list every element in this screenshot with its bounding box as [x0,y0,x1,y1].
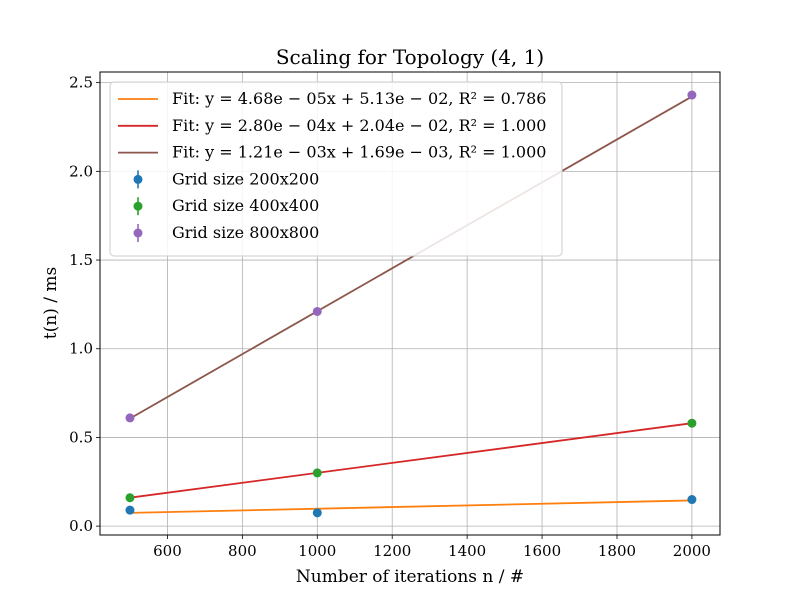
y-tick-label: 0.0 [69,517,93,535]
y-axis-label: t(n) / ms [41,267,61,339]
x-tick-label: 1600 [523,542,561,560]
x-tick-label: 1200 [373,542,411,560]
legend-box [109,81,563,257]
x-axis-ticks: 600 800 1000 1200 1400 1600 1800 2000 [153,535,711,560]
data-point [125,493,135,503]
fit-line [129,95,693,420]
legend-label: Grid size 800x800 [172,223,319,242]
x-axis-label: Number of iterations n / # [296,567,524,587]
plot-frame [99,71,721,536]
data-points [125,90,697,518]
legend-point-marker [133,174,143,184]
legend: Fit: y = 4.68e − 05x + 5.13e − 02, R² = … [109,81,563,257]
x-tick-label: 2000 [673,542,711,560]
y-tick-label: 2.5 [69,74,93,92]
x-tick-label: 1400 [448,542,486,560]
legend-items: Fit: y = 4.68e − 05x + 5.13e − 02, R² = … [118,89,546,242]
data-point [312,468,322,478]
y-tick-label: 1.5 [69,251,93,269]
legend-label: Grid size 400x400 [172,196,319,215]
y-axis-ticks: 0.0 0.5 1.0 1.5 2.0 2.5 [69,74,100,535]
data-point [312,508,322,518]
data-point [687,90,697,100]
x-tick-label: 600 [153,542,182,560]
data-point [312,306,322,316]
x-tick-label: 800 [228,542,257,560]
data-point [125,505,135,515]
x-tick-label: 1800 [598,542,636,560]
legend-label: Fit: y = 2.80e − 04x + 2.04e − 02, R² = … [172,116,546,135]
data-point [687,495,697,505]
data-point [687,418,697,428]
y-tick-label: 2.0 [69,162,93,180]
data-point [125,413,135,423]
x-tick-label: 1000 [298,542,336,560]
legend-label: Fit: y = 1.21e − 03x + 1.69e − 03, R² = … [172,143,546,162]
y-tick-label: 0.5 [69,428,93,446]
y-tick-label: 1.0 [69,340,93,358]
fit-line [129,499,692,514]
legend-label: Grid size 200x200 [172,169,319,188]
fit-lines [129,95,693,514]
legend-point-marker [133,228,143,238]
legend-label: Fit: y = 4.68e − 05x + 5.13e − 02, R² = … [172,89,546,108]
fit-line [129,422,693,499]
legend-point-marker [133,201,143,211]
chart-title: Scaling for Topology (4, 1) [276,45,544,69]
